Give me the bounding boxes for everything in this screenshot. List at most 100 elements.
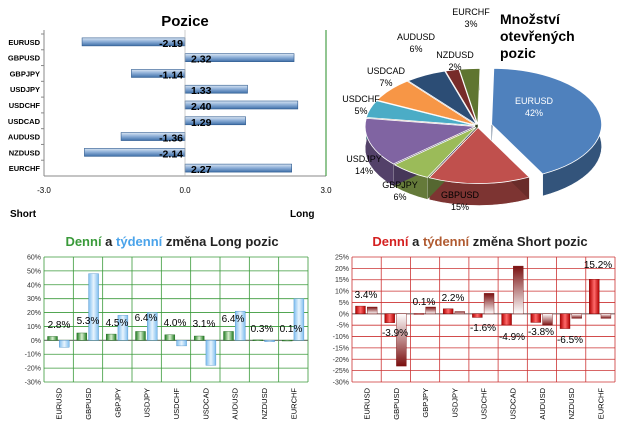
bar-daily: [193, 335, 205, 341]
chart-title-part: změna Short pozic: [469, 234, 587, 249]
bar-daily: [223, 331, 234, 341]
chart-title-part: a: [102, 234, 116, 249]
positions-value-label: 1.33: [191, 85, 212, 97]
bar-data-label: 2.8%: [48, 320, 71, 331]
pie-slice-percent: 7%: [379, 78, 392, 88]
pie-slice-name: USDCHF: [342, 94, 380, 104]
x-category-label: NZDUSD: [260, 387, 269, 419]
x-category-label: AUDUSD: [538, 387, 547, 419]
bar-weekly: [366, 306, 378, 315]
bar-data-label: -3.9%: [382, 328, 408, 339]
bar-daily: [252, 339, 264, 341]
pie-title-line: Množství: [500, 11, 561, 27]
positions-value-label: 2.32: [191, 54, 212, 66]
bar-weekly: [88, 273, 99, 341]
bar-weekly: [454, 311, 465, 315]
positions-category-label: GBPJPY: [10, 69, 40, 78]
bar-data-label: 0.3%: [251, 324, 274, 335]
short-change-chart: Denní a týdenní změna Short pozic 25% 20% 1…: [333, 234, 616, 420]
pie-slice-usdjpy: [364, 117, 476, 165]
bar-data-label: 2.2%: [442, 293, 465, 304]
y-tick-label: 50%: [27, 268, 41, 275]
x-category-label: USDCHF: [172, 388, 181, 420]
y-tick-label: -10%: [333, 334, 349, 341]
bar-weekly: [513, 265, 524, 315]
bar-weekly: [205, 340, 217, 366]
x-category-label: EURUSD: [55, 387, 64, 419]
pie-slice-name: AUDUSD: [397, 32, 436, 42]
positions-tick-label: 3.0: [320, 186, 332, 195]
x-category-label: USDJPY: [450, 388, 459, 418]
x-category-label: GBPUSD: [392, 387, 401, 419]
bar-weekly: [59, 340, 70, 348]
bar-data-label: 15.2%: [584, 260, 612, 271]
bar-daily: [76, 332, 88, 341]
bar-weekly: [176, 340, 187, 347]
bar-data-label: 0.1%: [413, 297, 436, 308]
y-tick-label: -25%: [333, 368, 349, 375]
y-tick-label: -30%: [333, 380, 349, 387]
chart-title: Denní a týdenní změna Short pozic: [372, 234, 587, 249]
positions-value-label: -1.36: [159, 133, 183, 145]
bar-daily: [413, 313, 425, 315]
bar-daily: [281, 339, 293, 342]
bar-weekly: [396, 313, 407, 367]
bar-weekly: [264, 340, 275, 342]
y-tick-label: -20%: [25, 366, 41, 373]
y-tick-label: -15%: [333, 345, 349, 352]
positions-value-label: -2.19: [159, 38, 183, 50]
pie-slice-name: EURUSD: [515, 96, 554, 106]
pie-slice-percent: 15%: [451, 202, 469, 212]
positions-value-label: -2.14: [159, 148, 183, 160]
positions-category-label: AUDUSD: [8, 133, 41, 142]
x-category-label: GBPJPY: [421, 388, 430, 418]
pie-slice-gbpusd: [428, 126, 530, 184]
bar-weekly: [147, 312, 158, 341]
x-category-label: EURUSD: [363, 387, 372, 419]
pie-slice-eurusd: [491, 67, 603, 175]
positions-tick-label: -3.0: [37, 186, 51, 195]
bar-daily: [384, 313, 395, 323]
bar-weekly: [571, 313, 582, 319]
y-tick-label: -5%: [337, 323, 349, 330]
pie-slice-name: GBPUSD: [441, 190, 480, 200]
pie-slice-percent: 2%: [448, 62, 461, 72]
bar-weekly: [542, 313, 553, 326]
pie-slice-percent: 3%: [464, 19, 477, 29]
pie-slice-audusd: [407, 70, 477, 125]
bar-daily: [589, 279, 600, 315]
y-tick-label: 40%: [27, 282, 41, 289]
pie-slice-name: NZDUSD: [436, 50, 474, 60]
pie-slice-eurchf: [458, 68, 481, 125]
bar-daily: [355, 305, 366, 315]
y-tick-label: 5%: [339, 300, 349, 307]
pie-slice-percent: 5%: [354, 106, 367, 116]
bar-daily: [530, 313, 541, 323]
positions-value-label: -1.14: [159, 69, 183, 81]
bar-data-label: 0.1%: [280, 324, 303, 335]
pie-slice-nzdusd: [444, 68, 478, 125]
x-category-label: GBPJPY: [113, 388, 122, 418]
bar-weekly: [600, 313, 612, 319]
pie-slice-gbpjpy: [393, 126, 477, 178]
pie-title-line: pozic: [500, 45, 536, 61]
bar-data-label: -6.5%: [557, 335, 583, 346]
positions-category-label: GBPUSD: [8, 54, 41, 63]
positions-value-label: 1.29: [191, 117, 212, 129]
pie-slice-percent: 6%: [409, 44, 422, 54]
y-tick-label: 10%: [27, 324, 41, 331]
bar-data-label: 4.5%: [106, 318, 129, 329]
y-tick-label: -30%: [25, 380, 41, 387]
chart-title-part: a: [408, 234, 422, 249]
x-category-label: USDCAD: [201, 387, 210, 419]
y-tick-label: 0%: [339, 311, 349, 318]
pie-title-line: otevřených: [500, 28, 575, 44]
positions-value-label: 2.27: [191, 164, 212, 176]
bar-data-label: 4.0%: [164, 318, 187, 329]
positions-long-label: Long: [290, 209, 314, 220]
chart-title: Denní a týdenní změna Long pozic: [65, 234, 278, 249]
bar-data-label: -4.9%: [499, 332, 525, 343]
pie-slice-usdcad: [376, 80, 476, 126]
x-category-label: GBPUSD: [84, 387, 93, 419]
